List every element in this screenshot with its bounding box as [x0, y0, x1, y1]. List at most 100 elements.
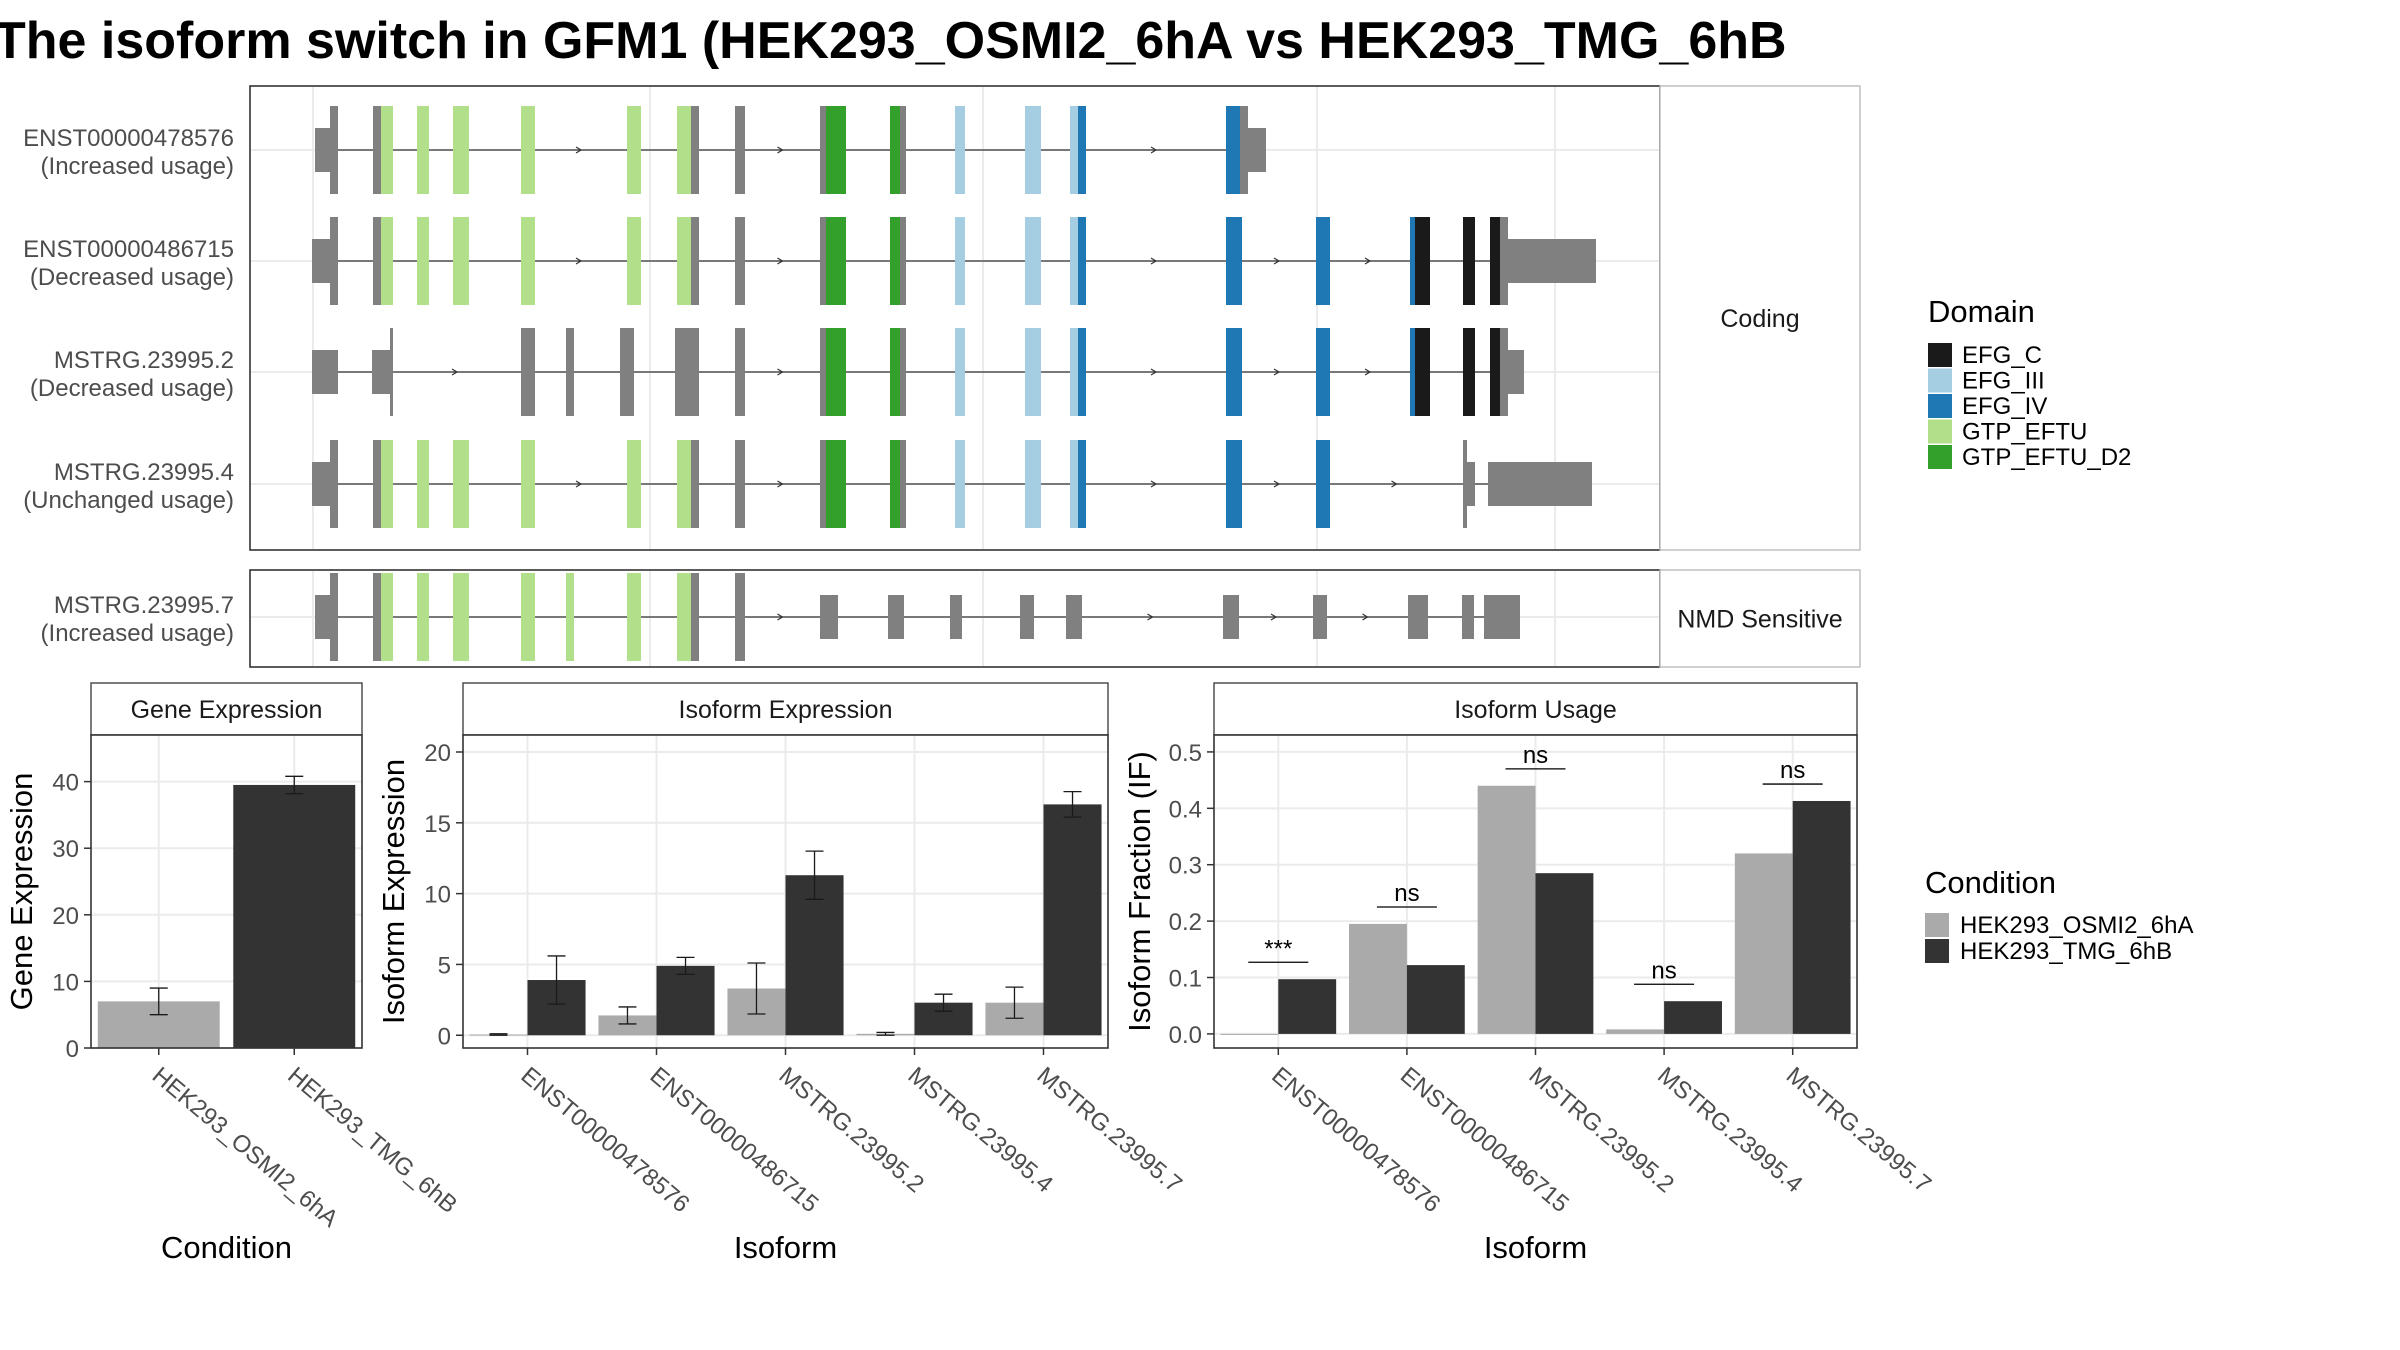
- intron-arrow: [1147, 613, 1154, 621]
- exon: [900, 217, 906, 305]
- intron-arrow: [575, 257, 583, 265]
- exon: [521, 328, 535, 416]
- exon-domain-EFG_III: [955, 217, 965, 305]
- bar: [1220, 1033, 1279, 1035]
- exon-domain-GTP_EFTU: [677, 440, 691, 528]
- intron-arrow: [575, 480, 583, 488]
- panel-title: Isoform Usage: [1454, 696, 1617, 724]
- intron-arrow: [777, 480, 784, 488]
- exon-domain-GTP_EFTU: [627, 573, 641, 661]
- exon-domain-EFG_C: [1490, 328, 1500, 416]
- y-tick-label: 0: [438, 1023, 451, 1050]
- exon: [312, 239, 334, 283]
- exon: [1020, 595, 1034, 639]
- transcript-status-ENST00000478576: (Increased usage): [41, 153, 234, 180]
- y-tick-label: 20: [424, 740, 451, 767]
- exon: [312, 350, 338, 394]
- exon: [675, 328, 699, 416]
- exon: [1462, 595, 1474, 639]
- domain-legend-key-GTP_EFTU: [1928, 419, 1952, 444]
- panel-title: Isoform Expression: [679, 696, 893, 724]
- x-axis-title: Isoform: [1484, 1230, 1587, 1265]
- exon: [1463, 440, 1467, 528]
- exon-domain-EFG_III: [1070, 328, 1078, 416]
- bar: [1477, 785, 1536, 1034]
- exon: [735, 217, 745, 305]
- exon-domain-GTP_EFTU: [381, 217, 393, 305]
- exon-domain-GTP_EFTU: [417, 573, 429, 661]
- y-tick-label: 20: [52, 903, 79, 930]
- exon-domain-EFG_III: [955, 106, 965, 194]
- exon-domain-EFG_IV: [1410, 328, 1415, 416]
- condition-legend-label: HEK293_TMG_6hB: [1960, 938, 2172, 965]
- y-tick-label: 0.1: [1169, 966, 1202, 993]
- exon-domain-GTP_EFTU_D2: [826, 328, 846, 416]
- significance-label: ns: [1394, 880, 1419, 907]
- panel-border: [90, 734, 363, 1049]
- exon: [691, 106, 699, 194]
- intron-arrow: [777, 146, 784, 154]
- intron-arrow: [1362, 613, 1369, 621]
- exon-domain-GTP_EFTU: [381, 106, 393, 194]
- transcript-status-MSTRG.23995.4: (Unchanged usage): [23, 487, 234, 514]
- exon: [330, 217, 338, 305]
- exon: [1313, 595, 1327, 639]
- domain-legend-label-GTP_EFTU_D2: GTP_EFTU_D2: [1962, 444, 2131, 471]
- transcript-label-ENST00000486715: ENST00000486715: [23, 236, 234, 263]
- exon-domain-GTP_EFTU: [677, 573, 691, 661]
- exon: [373, 217, 381, 305]
- bar: [598, 1015, 657, 1036]
- intron-arrow: [1364, 257, 1372, 265]
- y-axis-title: Isoform Expression: [376, 759, 411, 1024]
- exon-domain-EFG_III: [955, 440, 965, 528]
- exon-domain-GTP_EFTU: [453, 573, 469, 661]
- significance-label: ns: [1780, 757, 1805, 784]
- transcript-label-MSTRG.23995.2: MSTRG.23995.2: [54, 347, 234, 374]
- exon: [1408, 595, 1428, 639]
- exon-domain-GTP_EFTU: [453, 440, 469, 528]
- exon-domain-GTP_EFTU: [521, 440, 535, 528]
- intron-arrow: [575, 146, 583, 154]
- exon-domain-EFG_C: [1415, 328, 1430, 416]
- intron-arrow: [1273, 257, 1281, 265]
- exon: [820, 328, 826, 416]
- coding-strip-label: Coding: [1720, 305, 1799, 333]
- intron-arrow: [777, 613, 784, 621]
- exon: [691, 217, 699, 305]
- exon: [620, 328, 634, 416]
- exon: [1066, 595, 1082, 639]
- intron-arrow: [1273, 480, 1281, 488]
- exon-domain-EFG_IV: [1226, 106, 1240, 194]
- exon: [735, 573, 745, 661]
- exon-domain-EFG_IV: [1226, 217, 1242, 305]
- exon: [820, 595, 838, 639]
- exon-domain-EFG_III: [1025, 440, 1041, 528]
- exon: [330, 573, 338, 661]
- bar: [785, 875, 844, 1036]
- exon-domain-GTP_EFTU: [677, 106, 691, 194]
- exon-domain-EFG_III: [1070, 217, 1078, 305]
- domain-legend-key-EFG_III: [1928, 368, 1952, 393]
- condition-legend-key: [1925, 939, 1949, 963]
- bar: [1792, 800, 1851, 1034]
- domain-legend-key-EFG_IV: [1928, 394, 1952, 418]
- bar: [1278, 979, 1337, 1034]
- bar: [656, 965, 715, 1036]
- y-tick-label: 0.2: [1169, 909, 1202, 936]
- exon: [330, 106, 338, 194]
- figure-title: The isoform switch in GFM1 (HEK293_OSMI2…: [0, 12, 1787, 70]
- exon-domain-EFG_IV: [1078, 106, 1086, 194]
- intron-arrow: [1391, 480, 1398, 488]
- transcript-status-MSTRG.23995.7: (Increased usage): [41, 620, 234, 647]
- intron-arrow: [451, 368, 459, 376]
- panel-title: Gene Expression: [131, 696, 323, 724]
- significance-label: ns: [1651, 957, 1676, 984]
- exon: [820, 440, 826, 528]
- exon-domain-GTP_EFTU_D2: [890, 328, 900, 416]
- domain-legend-label-EFG_C: EFG_C: [1962, 342, 2042, 369]
- exon-domain-EFG_IV: [1316, 217, 1330, 305]
- exon-domain-EFG_III: [1025, 106, 1041, 194]
- intron-arrow: [1364, 368, 1372, 376]
- intron-arrow: [1150, 146, 1158, 154]
- bar: [1349, 923, 1407, 1034]
